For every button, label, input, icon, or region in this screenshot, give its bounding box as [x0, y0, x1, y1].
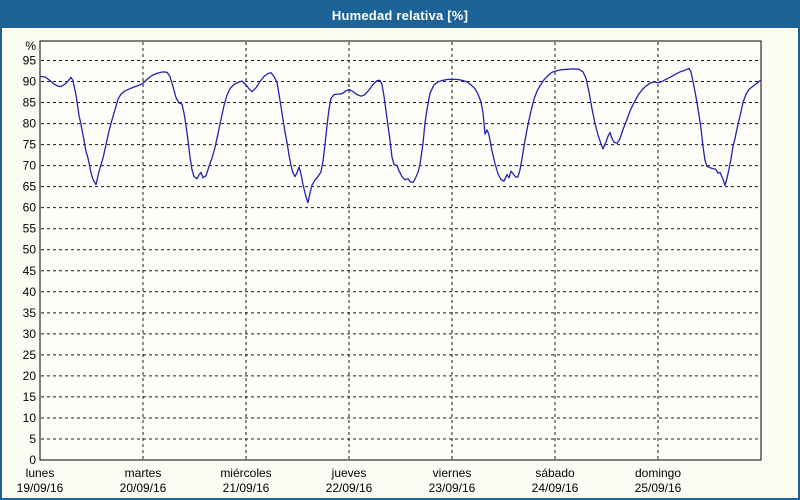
y-tick-label: 95 — [23, 54, 37, 68]
y-tick-label: 20 — [23, 369, 37, 383]
y-tick-label: 10 — [23, 411, 37, 425]
x-day-label: lunes — [26, 466, 55, 480]
y-tick-label: 40 — [23, 285, 37, 299]
x-date-label: 24/09/16 — [532, 481, 579, 495]
y-tick-label: 85 — [23, 96, 37, 110]
y-tick-label: 25 — [23, 348, 37, 362]
chart-title: Humedad relativa [%] — [2, 2, 798, 28]
x-day-label: viernes — [433, 466, 472, 480]
y-tick-label: 45 — [23, 264, 37, 278]
y-tick-label: 55 — [23, 222, 37, 236]
x-day-label: domingo — [635, 466, 681, 480]
y-tick-label: 35 — [23, 306, 37, 320]
x-date-label: 21/09/16 — [223, 481, 270, 495]
y-tick-label: 30 — [23, 327, 37, 341]
y-tick-label: 65 — [23, 180, 37, 194]
y-tick-label: 70 — [23, 159, 37, 173]
x-date-label: 22/09/16 — [326, 481, 373, 495]
y-tick-label: 15 — [23, 390, 37, 404]
y-tick-label: 50 — [23, 243, 37, 257]
y-tick-label: 5 — [29, 432, 36, 446]
x-day-label: miércoles — [220, 466, 271, 480]
x-date-label: 20/09/16 — [120, 481, 167, 495]
plot-area — [39, 40, 762, 461]
y-axis-unit-label: % — [25, 39, 36, 53]
x-date-label: 23/09/16 — [429, 481, 476, 495]
y-tick-label: 60 — [23, 201, 37, 215]
humidity-series-line — [39, 67, 761, 204]
y-tick-label: 0 — [29, 453, 36, 467]
y-tick-label: 90 — [23, 75, 37, 89]
x-day-label: jueves — [331, 466, 367, 480]
y-tick-label: 80 — [23, 117, 37, 131]
x-day-label: sábado — [535, 466, 575, 480]
x-day-label: martes — [125, 466, 162, 480]
y-tick-label: 75 — [23, 138, 37, 152]
x-date-label: 25/09/16 — [635, 481, 682, 495]
x-date-label: 19/09/16 — [17, 481, 64, 495]
